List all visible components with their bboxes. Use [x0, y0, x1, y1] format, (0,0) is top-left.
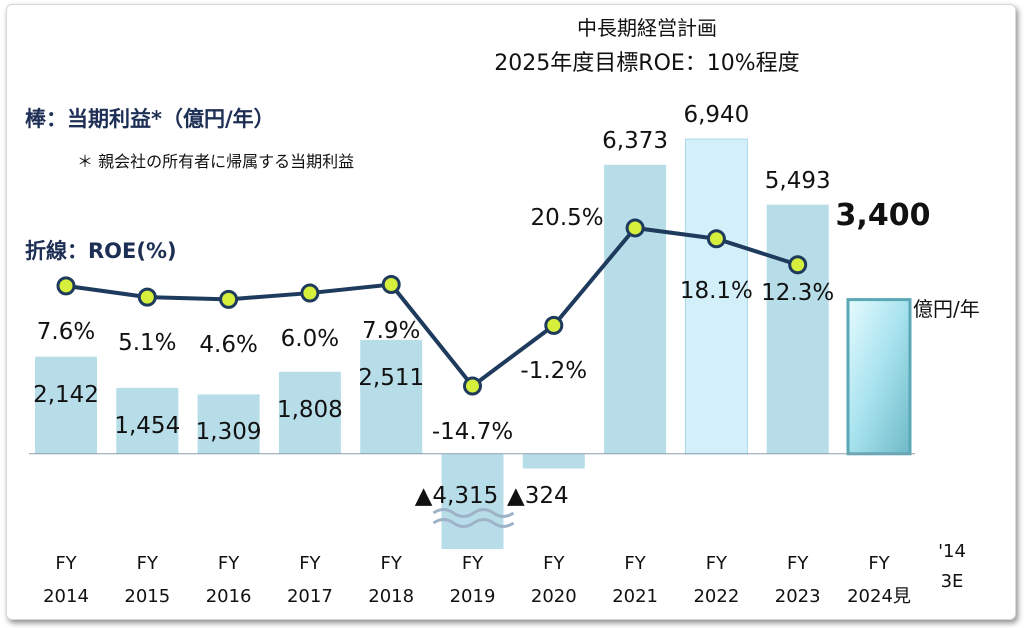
roe-value-label: 7.9%	[361, 317, 421, 344]
bar-value-label: 1,454	[114, 412, 181, 439]
bar	[197, 394, 260, 454]
legend-bar: 棒：当期利益*（億円/年）	[25, 107, 275, 131]
chart	[29, 138, 915, 549]
bar-value-label: 6,373	[602, 127, 669, 154]
roe-value-label: 5.1%	[118, 330, 177, 357]
roe-marker	[381, 275, 401, 295]
roe-value-label: 6.0%	[280, 326, 340, 353]
x-tick-label: FY 2020	[530, 553, 577, 607]
bar-value-label: 6,940	[683, 102, 750, 129]
bar-value-label: ▲324	[507, 483, 569, 509]
roe-marker	[706, 229, 726, 249]
bar	[766, 204, 829, 454]
roe-marker	[137, 287, 157, 307]
roe-value-label: 7.6%	[36, 318, 96, 345]
bar	[522, 453, 585, 469]
bar-value-label: 2,511	[358, 364, 425, 391]
roe-marker	[219, 289, 239, 309]
fiscal-note: '14 3E	[938, 541, 966, 592]
roe-marker	[463, 376, 482, 396]
x-tick-label: FY 2019	[449, 553, 496, 607]
x-tick-label: FY 2016	[205, 553, 252, 607]
x-tick-label: FY 2024見	[847, 553, 911, 607]
x-tick-label: FY 2015	[124, 553, 171, 607]
axis-break	[432, 518, 515, 528]
legend-line: 折線：ROE(%)	[25, 239, 177, 263]
bar	[35, 356, 97, 454]
bar	[846, 298, 912, 456]
bar	[278, 371, 341, 454]
axis-break	[432, 508, 515, 518]
bar-value-label: 1,309	[195, 419, 262, 446]
x-tick-label: FY 2021	[612, 553, 658, 607]
bar	[684, 138, 748, 455]
bar-value-label: 2,142	[33, 381, 99, 408]
roe-line	[65, 225, 799, 389]
x-tick-label: FY 2022	[693, 553, 740, 607]
footnote: ＊ 親会社の所有者に帰属する当期利益	[77, 152, 355, 171]
bar-value-label: 5,493	[764, 167, 831, 194]
roe-marker	[544, 315, 564, 335]
roe-value-label: 20.5%	[530, 204, 604, 231]
roe-value-label: -1.2%	[520, 358, 588, 385]
bar-value-label: 3,400	[835, 197, 931, 233]
roe-value-label: 4.6%	[199, 332, 258, 359]
x-tick-label: FY 2018	[368, 553, 415, 607]
chart-subtitle: 2025年度目標ROE：10%程度	[494, 51, 800, 76]
roe-value-label: 18.1%	[679, 277, 753, 304]
x-tick-label: FY 2014	[43, 553, 89, 607]
bar	[116, 387, 179, 454]
bar-value-label: ▲4,315	[414, 483, 499, 509]
roe-marker	[300, 283, 320, 303]
roe-marker	[56, 276, 76, 296]
unit-label: 億円/年	[913, 297, 980, 321]
x-tick-label: FY 2023	[774, 553, 821, 607]
roe-marker	[625, 218, 645, 238]
chart-title: 中長期経営計画	[577, 16, 717, 40]
roe-value-label: 12.3%	[761, 279, 835, 306]
bar	[604, 164, 667, 454]
roe-marker	[788, 255, 808, 275]
bar-value-label: 1,808	[276, 396, 343, 423]
roe-value-label: -14.7%	[431, 419, 514, 445]
bar	[360, 339, 423, 454]
x-tick-label: FY 2017	[286, 553, 333, 607]
chart-frame: 中長期経営計画 2025年度目標ROE：10%程度棒：当期利益*（億円/年） ＊ 親…	[6, 4, 1016, 620]
bar	[441, 453, 504, 549]
